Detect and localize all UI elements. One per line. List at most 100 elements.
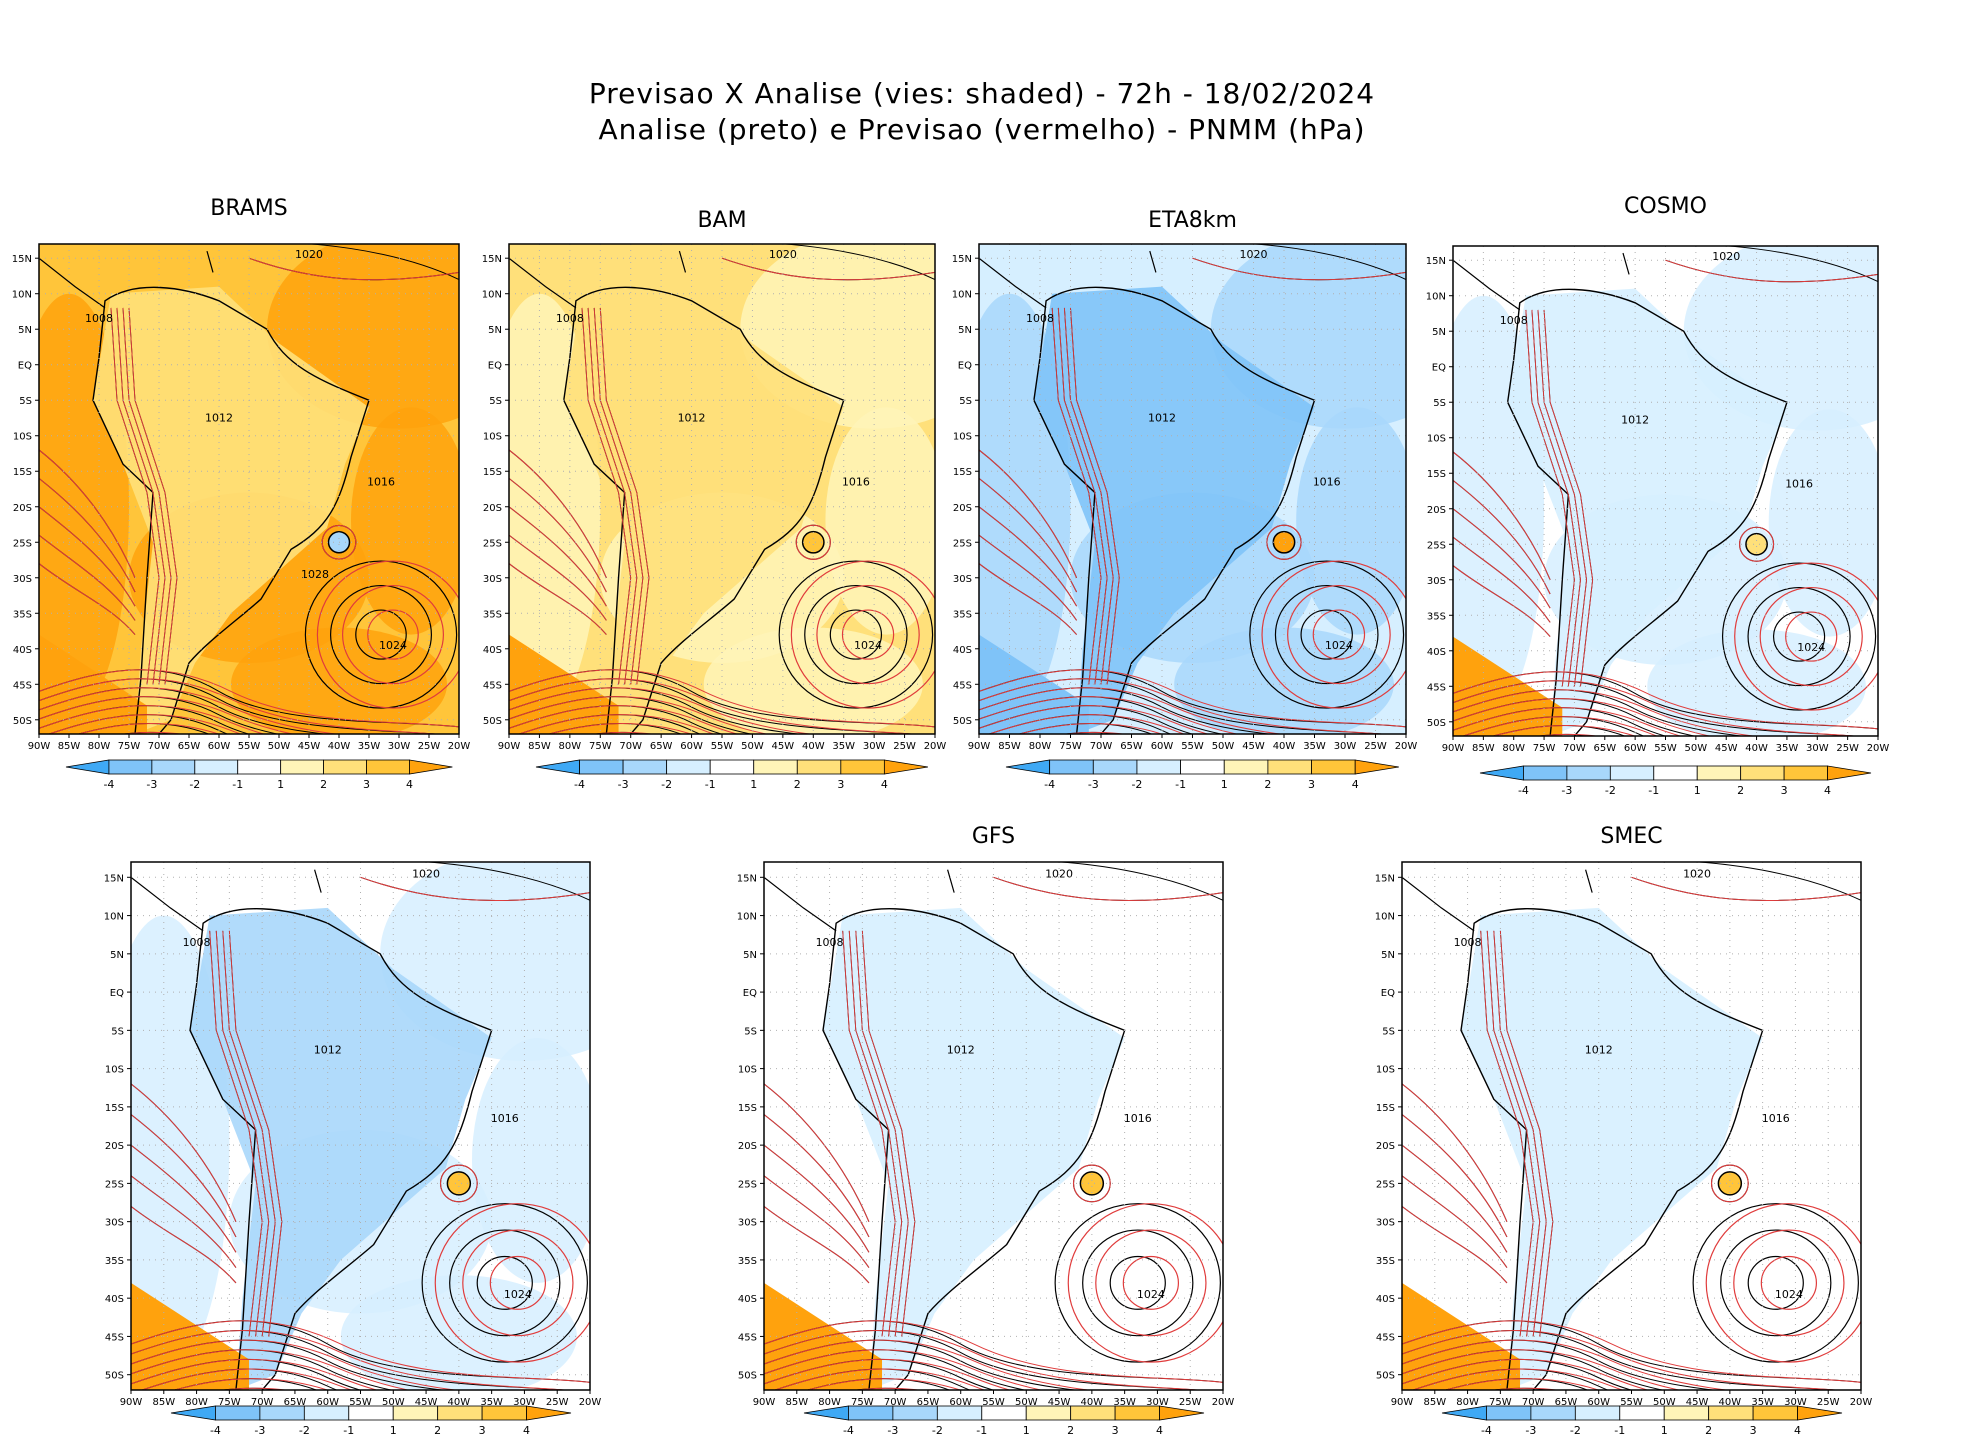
colorbar-swatch: [1663, 1405, 1709, 1421]
x-tick-label: 65W: [650, 741, 673, 752]
isobar-label: 1016: [367, 475, 395, 488]
forecast-isobar: [979, 534, 1078, 621]
northern-coastline: [219, 244, 459, 280]
y-tick-label: 45S: [953, 680, 972, 691]
y-tick-label: 5S: [489, 396, 502, 407]
forecast-isobar: [1453, 565, 1551, 637]
isobar-label: 1020: [1683, 867, 1711, 880]
x-tick-label: 90W: [1442, 743, 1465, 754]
forecast-isobar: [1739, 526, 1775, 562]
forecast-isobar: [1067, 1203, 1223, 1363]
y-tick-label: 15N: [737, 873, 757, 884]
central-america-coast: [39, 250, 214, 309]
isobar-label: 1028: [301, 568, 329, 581]
colorbar-swatch: [579, 759, 624, 775]
y-tick-label: 5N: [110, 950, 124, 961]
y-tick-label: 30S: [953, 574, 972, 585]
isobar-label: 1012: [1585, 1043, 1613, 1056]
y-tick-label: 40S: [1427, 647, 1446, 658]
forecast-isobar: [509, 687, 814, 734]
y-tick-label: 5N: [18, 325, 32, 336]
y-tick-label: 50S: [738, 1371, 757, 1382]
forecast-isobar: [1402, 1205, 1508, 1284]
y-tick-label: 10S: [105, 1065, 124, 1076]
x-tick-label: 80W: [559, 741, 582, 752]
colorbar-swatch: [1025, 1405, 1071, 1421]
coastline: [92, 286, 370, 734]
map-panel-smec: 1008 1012 1016 1020 1024 90W 85W 80W 75W 70W 65W 60…: [1375, 861, 1872, 1408]
forecast-isobar: [593, 307, 644, 685]
central-america-coast: [1453, 252, 1630, 311]
y-tick-label: 10S: [738, 1065, 757, 1076]
isobar-label: 1020: [1240, 248, 1268, 261]
y-tick-label: 10N: [737, 912, 757, 923]
colorbar-swatch: [194, 759, 238, 775]
colorbar-smec: -4 -3 -2 -1 1 2 3 4: [1441, 1405, 1842, 1437]
x-tick-label: 45W: [415, 1397, 438, 1408]
forecast-isobar: [1402, 1339, 1730, 1390]
x-tick-label: 30W: [1806, 743, 1829, 754]
isobar-label: 1024: [504, 1288, 532, 1301]
isobar-label: 1008: [1454, 936, 1482, 949]
y-tick-label: EQ: [1432, 363, 1446, 374]
y-tick-label: 10N: [12, 290, 32, 301]
x-tick-label: 20W: [448, 741, 471, 752]
colorbar-label: -1: [1648, 784, 1659, 797]
colorbar-label: -2: [931, 1424, 942, 1437]
colorbar-swatch: [1311, 759, 1356, 775]
x-tick-label: 30W: [1146, 1397, 1169, 1408]
forecast-isobar: [131, 1114, 237, 1238]
y-tick-label: 10S: [953, 432, 972, 443]
x-tick-label: 70W: [1090, 741, 1113, 752]
coastline: [1506, 288, 1788, 736]
y-tick-label: EQ: [1381, 988, 1395, 999]
isobar-label: 1008: [1500, 314, 1528, 327]
analysis-isobar: [1692, 1203, 1859, 1363]
colorbar-label: -2: [1569, 1424, 1580, 1437]
colorbar-label: -3: [146, 778, 157, 791]
colorbar-swatch: [847, 1405, 893, 1421]
x-tick-label: 25W: [546, 1397, 569, 1408]
x-tick-label: 55W: [711, 741, 734, 752]
forecast-isobar: [979, 687, 1285, 734]
y-tick-label: 15N: [482, 254, 502, 265]
y-tick-label: 10N: [1426, 292, 1446, 303]
bias-land-field: [823, 907, 1125, 1390]
forecast-isobar: [1453, 508, 1551, 609]
colorbar-label: -4: [103, 778, 114, 791]
forecast-isobar: [1543, 309, 1594, 687]
colorbar-eta8km: -4 -3 -2 -1 1 2 3 4: [1006, 759, 1399, 791]
forecast-isobar: [1402, 1330, 1843, 1390]
forecast-isobar: [1402, 1114, 1508, 1238]
colorbar-swatch: [1354, 759, 1399, 775]
northern-coastline: [691, 244, 935, 280]
x-tick-label: 25W: [893, 741, 916, 752]
colorbar-label: -4: [574, 778, 585, 791]
colorbar-label: 3: [478, 1424, 485, 1437]
y-tick-label: 50S: [105, 1371, 124, 1382]
forecast-isobar: [248, 257, 459, 281]
forecast-isobar: [131, 1330, 572, 1390]
isobar-label: 1016: [1785, 477, 1813, 490]
colorbar-label: -2: [1605, 784, 1616, 797]
forecast-isobar: [979, 477, 1078, 593]
forecast-isobar: [47, 714, 243, 734]
y-tick-label: 10N: [1375, 912, 1395, 923]
colorbar-gfs: -4 -3 -2 -1 1 2 3 4: [803, 1405, 1204, 1437]
x-tick-label: 85W: [58, 741, 81, 752]
isobar-label: 1008: [556, 312, 584, 325]
x-tick-label: 75W: [118, 741, 141, 752]
colorbar-label: 3: [1749, 1424, 1756, 1437]
colorbar-untitled: -4 -3 -2 -1 1 2 3 4: [170, 1405, 571, 1437]
colorbar-bam: -4 -3 -2 -1 1 2 3 4: [535, 759, 929, 791]
forecast-isobar: [110, 307, 160, 685]
map-panel-gfs: 1008 1012 1016 1020 1024 90W 85W 80W 75W 70W 65W 60…: [737, 861, 1234, 1408]
x-tick-label: 35W: [1751, 1397, 1774, 1408]
analysis-isobar: [1747, 1255, 1804, 1310]
colorbar-label: -1: [343, 1424, 354, 1437]
y-tick-label: 25S: [483, 538, 502, 549]
isobar-label: 1024: [1775, 1288, 1803, 1301]
colorbar-label: -3: [887, 1424, 898, 1437]
y-tick-label: 5N: [743, 950, 757, 961]
forecast-isobar: [790, 560, 935, 709]
